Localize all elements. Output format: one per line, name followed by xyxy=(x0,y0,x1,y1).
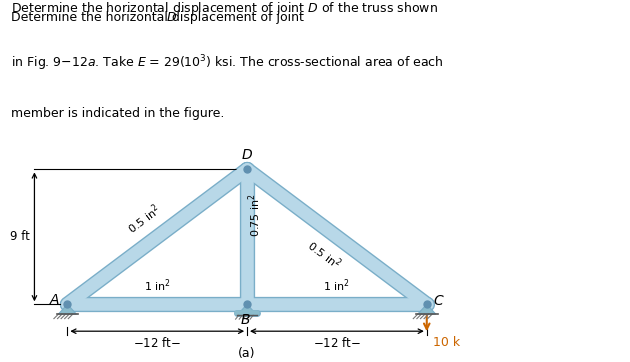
Text: $D$: $D$ xyxy=(241,148,253,162)
Text: 9 ft: 9 ft xyxy=(10,230,30,243)
Text: $B$: $B$ xyxy=(239,313,250,327)
Text: $-$12 ft$-$: $-$12 ft$-$ xyxy=(134,336,181,350)
Text: Determine the horizontal displacement of joint $D$ of the truss shown: Determine the horizontal displacement of… xyxy=(11,0,438,17)
Text: (a): (a) xyxy=(238,347,256,360)
Polygon shape xyxy=(418,304,436,314)
Text: in Fig. 9$-$12$a$. Take $E$ = 29(10$^3$) ksi. The cross-sectional area of each: in Fig. 9$-$12$a$. Take $E$ = 29(10$^3$)… xyxy=(11,54,444,73)
Text: $0.75\ \mathregular{in}^2$: $0.75\ \mathregular{in}^2$ xyxy=(246,193,263,237)
Text: Determine the horizontal displacement of joint: Determine the horizontal displacement of… xyxy=(11,11,308,24)
Text: 10 k: 10 k xyxy=(433,336,460,349)
Polygon shape xyxy=(59,304,76,314)
Text: $1\ \mathregular{in}^2$: $1\ \mathregular{in}^2$ xyxy=(144,277,171,294)
Text: member is indicated in the figure.: member is indicated in the figure. xyxy=(11,107,225,120)
Text: $A$: $A$ xyxy=(49,293,60,307)
Text: $0.5\ \mathregular{in}^2$: $0.5\ \mathregular{in}^2$ xyxy=(304,236,344,272)
Text: D: D xyxy=(167,11,176,24)
Text: $1\ \mathregular{in}^2$: $1\ \mathregular{in}^2$ xyxy=(323,277,350,294)
Polygon shape xyxy=(239,304,255,313)
Text: $0.5\ \mathregular{in}^2$: $0.5\ \mathregular{in}^2$ xyxy=(124,202,164,237)
Text: $-$12 ft$-$: $-$12 ft$-$ xyxy=(313,336,361,350)
Text: $C$: $C$ xyxy=(433,294,444,308)
